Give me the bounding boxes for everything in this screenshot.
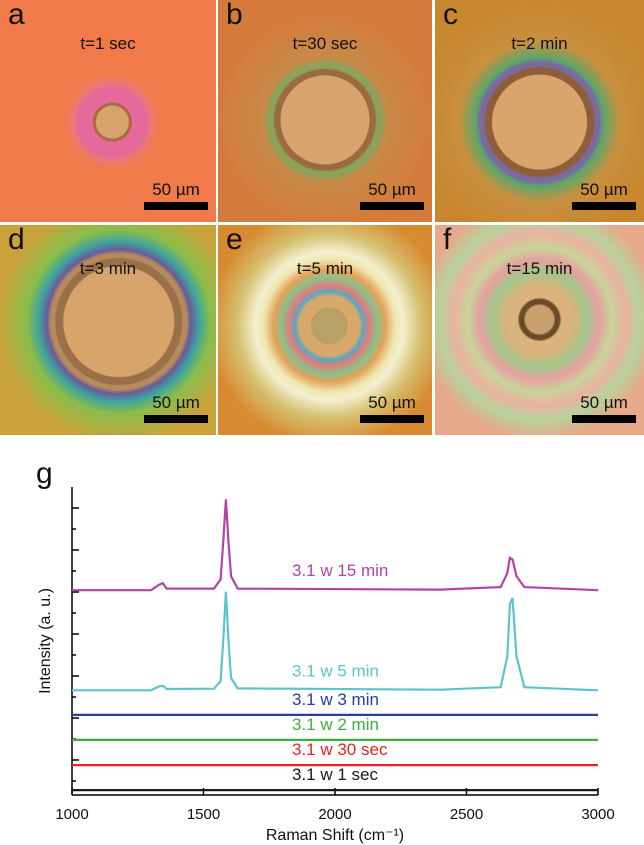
- x-tick-label: 2000: [318, 806, 351, 823]
- scale-label: 50 µm: [144, 393, 208, 413]
- scale-bar: [572, 415, 636, 423]
- scale-bar: [360, 202, 424, 210]
- panel-letter: e: [226, 225, 243, 257]
- x-axis-label: Raman Shift (cm⁻¹): [266, 827, 404, 844]
- panel-letter: c: [443, 0, 458, 32]
- scale-label: 50 µm: [572, 180, 636, 200]
- series-label: 3.1 w 30 sec: [292, 740, 388, 759]
- scale-label: 50 µm: [360, 393, 424, 413]
- time-label: t=3 min: [0, 259, 216, 279]
- chart: g Intensity (a. u.) Raman Shift (cm⁻¹) 1…: [0, 435, 644, 845]
- time-label: t=1 sec: [0, 34, 216, 54]
- series-label: 3.1 w 5 min: [292, 661, 379, 680]
- series-label: 3.1 w 1 sec: [292, 765, 378, 784]
- series-label: 3.1 w 2 min: [292, 715, 379, 734]
- scale-bar: [360, 415, 424, 423]
- figure: {"panels": [ {"letter": "a", "time": "t=…: [0, 0, 644, 845]
- y-axis-label: Intensity (a. u.): [37, 588, 54, 694]
- scale-label: 50 µm: [572, 393, 636, 413]
- x-tick-label: 1500: [187, 806, 220, 823]
- x-tick-label: 1000: [55, 806, 88, 823]
- scale-bar: [144, 202, 208, 210]
- x-tick-label: 2500: [450, 806, 483, 823]
- panel-letter: a: [8, 0, 25, 32]
- panel-letter: f: [443, 225, 451, 257]
- series-label: 3.1 w 15 min: [292, 561, 388, 580]
- scale-bar: [572, 202, 636, 210]
- time-label: t=2 min: [435, 34, 644, 54]
- scale-label: 50 µm: [144, 180, 208, 200]
- series-label: 3.1 w 3 min: [292, 690, 379, 709]
- time-label: t=5 min: [218, 259, 432, 279]
- panel-letter: b: [226, 0, 243, 32]
- panel-letter: d: [8, 225, 25, 257]
- time-label: t=15 min: [435, 259, 644, 279]
- scale-label: 50 µm: [360, 180, 424, 200]
- time-label: t=30 sec: [218, 34, 432, 54]
- x-tick-label: 3000: [581, 806, 614, 823]
- scale-bar: [144, 415, 208, 423]
- panel-letter: g: [36, 457, 53, 490]
